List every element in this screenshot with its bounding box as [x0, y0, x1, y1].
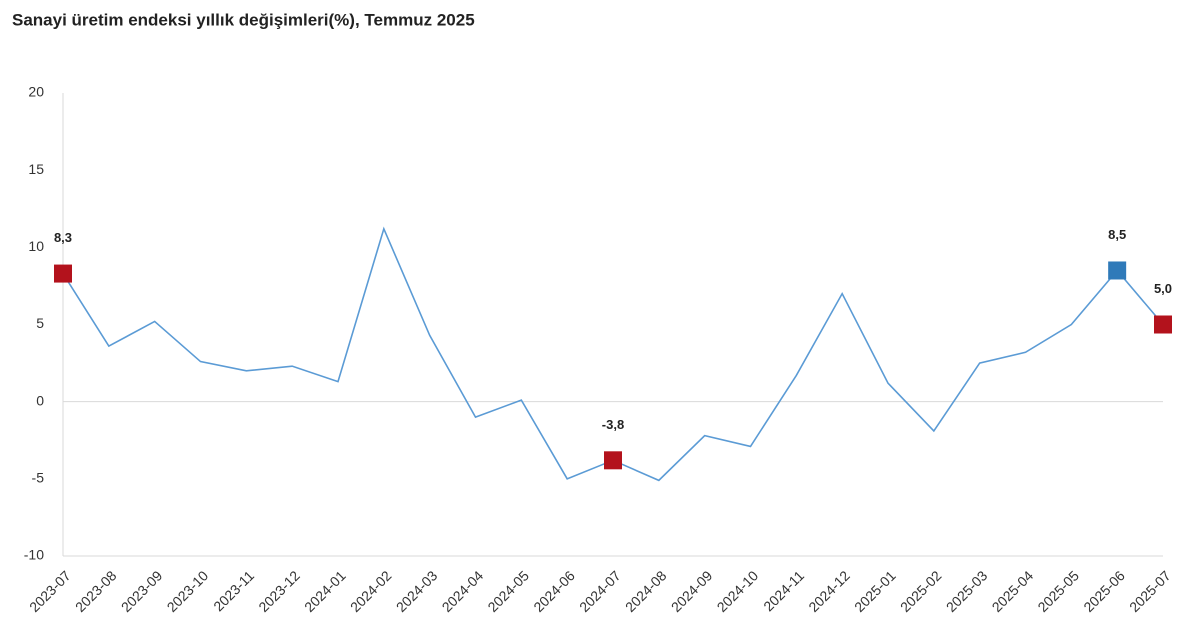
x-tick-label: 2023-08: [72, 567, 120, 615]
y-tick-label: 0: [36, 392, 44, 408]
x-tick-label: 2023-11: [210, 567, 257, 614]
x-tick-label: 2024-06: [530, 567, 578, 615]
x-tick-label: 2023-10: [164, 567, 212, 615]
data-line: [62, 226, 1164, 482]
x-tick-label: 2024-01: [301, 567, 349, 615]
marker: [54, 264, 72, 283]
x-tick-label: 2024-11: [760, 567, 807, 614]
value-label: 8,3: [54, 230, 72, 245]
y-tick-label: 20: [28, 84, 44, 100]
y-tick-label: -10: [24, 547, 44, 563]
x-tick-label: 2025-01: [851, 567, 899, 615]
x-tick-label: 2025-04: [989, 567, 1037, 615]
marker: [1154, 315, 1172, 334]
x-tick-label: 2023-07: [26, 567, 74, 615]
value-label: 8,5: [1108, 227, 1126, 242]
marker: [1108, 261, 1127, 280]
x-tick-label: 2024-05: [484, 567, 532, 615]
x-tick-label: 2024-07: [576, 567, 624, 615]
x-tick-label: 2025-02: [897, 567, 945, 615]
x-tick-label: 2025-03: [943, 567, 991, 615]
y-tick-label: 15: [28, 161, 44, 177]
x-tick-label: 2023-09: [118, 567, 166, 615]
x-tick-label: 2024-08: [622, 567, 670, 615]
x-tick-label: 2024-12: [805, 567, 853, 615]
x-tick-label: 2025-06: [1080, 567, 1128, 615]
marker: [604, 451, 622, 470]
chart-title: Sanayi üretim endeksi yıllık değişimleri…: [12, 10, 475, 29]
x-tick-label: 2024-09: [668, 567, 716, 615]
value-label: -3,8: [602, 417, 624, 432]
y-tick-label: 10: [28, 238, 44, 254]
x-tick-label: 2024-04: [439, 567, 487, 615]
x-tick-label: 2025-07: [1126, 567, 1174, 615]
y-tick-label: -5: [32, 470, 45, 486]
x-tick-label: 2023-12: [255, 567, 303, 615]
y-tick-label: 5: [36, 315, 44, 331]
x-tick-label: 2024-03: [393, 567, 441, 615]
value-label: 5,0: [1154, 281, 1172, 296]
x-tick-label: 2024-10: [714, 567, 762, 615]
x-tick-label: 2024-02: [347, 567, 395, 615]
x-tick-label: 2025-05: [1034, 567, 1082, 615]
